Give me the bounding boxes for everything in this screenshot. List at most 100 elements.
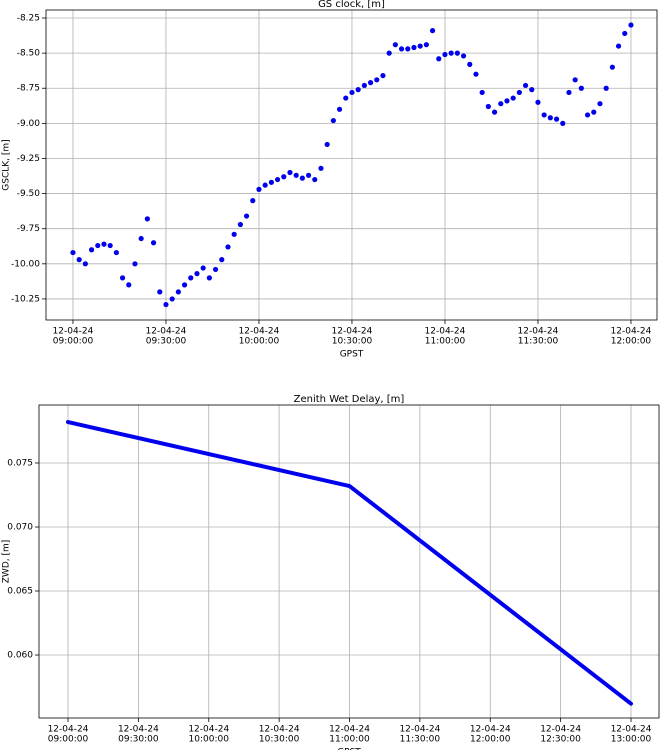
x-tick-label: 11:30:00 [400, 735, 441, 745]
point [119, 275, 126, 281]
x-tick-label: 10:00:00 [239, 337, 280, 347]
x-tick-label: 12:00:00 [611, 337, 652, 347]
point [219, 257, 225, 263]
point [330, 117, 336, 124]
point [107, 242, 113, 249]
point [237, 221, 243, 228]
x-tick-label: 12-04-24 [188, 725, 229, 735]
point [157, 289, 163, 295]
point [374, 77, 380, 83]
x-tick-label: 10:00:00 [189, 735, 230, 745]
point [429, 28, 436, 34]
point [380, 72, 386, 79]
point [510, 95, 516, 101]
point [615, 43, 622, 49]
x-tick-label: 12-04-24 [470, 725, 511, 735]
point [535, 99, 541, 105]
point [88, 247, 95, 253]
point [200, 265, 206, 271]
point [411, 44, 417, 51]
y-tick-label: -10.25 [11, 294, 40, 304]
chart-title: GS clock, [m] [318, 0, 385, 10]
point [504, 98, 510, 104]
point [560, 120, 566, 126]
x-tick-label: 13:00:00 [611, 735, 652, 745]
point [281, 174, 287, 180]
point [132, 261, 138, 267]
point [299, 175, 305, 181]
point [566, 89, 572, 96]
point [367, 80, 374, 86]
point [516, 89, 522, 96]
x-tick-label: 12-04-24 [53, 327, 94, 337]
y-tick-label: -9.75 [17, 224, 40, 234]
plot-frame [38, 404, 660, 719]
point [553, 116, 560, 122]
point [584, 112, 591, 118]
y-tick-label: 0.075 [7, 458, 33, 468]
point [442, 51, 448, 58]
y-tick-label: -8.50 [17, 49, 41, 59]
x-axis-label: GPST [340, 350, 364, 360]
x-tick-label: 12-04-24 [540, 725, 581, 735]
point [473, 71, 479, 77]
y-tick-label: -9.25 [17, 154, 40, 164]
x-tick-label: 09:30:00 [146, 337, 187, 347]
plot-frame [45, 9, 658, 321]
point [491, 109, 498, 115]
line [66, 420, 634, 706]
x-axis-label: GPST [337, 748, 361, 750]
point [392, 42, 398, 48]
point [628, 22, 634, 28]
y-tick-label: -8.25 [17, 14, 40, 24]
point [572, 77, 578, 83]
point [113, 249, 119, 256]
y-tick-label: 0.060 [7, 651, 33, 661]
x-tick-label: 10:30:00 [332, 337, 373, 347]
x-tick-label: 12-04-24 [332, 327, 373, 337]
point [95, 242, 101, 249]
y-tick-label: -10.00 [11, 259, 40, 269]
x-tick-label: 11:30:00 [518, 337, 559, 347]
point [126, 282, 132, 288]
x-tick-label: 12-04-24 [118, 725, 159, 735]
point [293, 172, 299, 178]
point [181, 282, 188, 288]
point [150, 240, 157, 246]
point [522, 82, 529, 89]
point [467, 61, 473, 67]
point [448, 50, 454, 56]
point [454, 50, 460, 56]
x-tick-label: 12:00:00 [470, 735, 511, 745]
point [138, 235, 144, 242]
point [318, 165, 324, 171]
y-axis-label: GSCLK, [m] [2, 139, 12, 190]
point [262, 182, 268, 188]
point [169, 296, 175, 302]
y-tick-label: 0.065 [7, 587, 33, 597]
point [479, 89, 485, 96]
point [485, 103, 491, 110]
x-tick-label: 12-04-24 [48, 725, 89, 735]
x-tick-label: 12-04-24 [611, 327, 652, 337]
point [231, 231, 237, 237]
point [206, 275, 212, 281]
point [336, 106, 343, 112]
x-tick-label: 12-04-24 [425, 327, 466, 337]
point [591, 109, 597, 115]
point [194, 271, 200, 277]
point [423, 42, 429, 48]
point [355, 87, 361, 93]
point [225, 244, 231, 250]
point [361, 82, 367, 89]
point [597, 101, 603, 107]
x-tick-label: 11:00:00 [425, 337, 466, 347]
point [256, 186, 262, 192]
x-tick-label: 12-04-24 [239, 327, 280, 337]
point [144, 216, 150, 222]
point [417, 43, 423, 49]
point [287, 169, 293, 176]
point [578, 85, 584, 91]
point [250, 198, 256, 204]
x-tick-label: 12-04-24 [518, 327, 559, 337]
